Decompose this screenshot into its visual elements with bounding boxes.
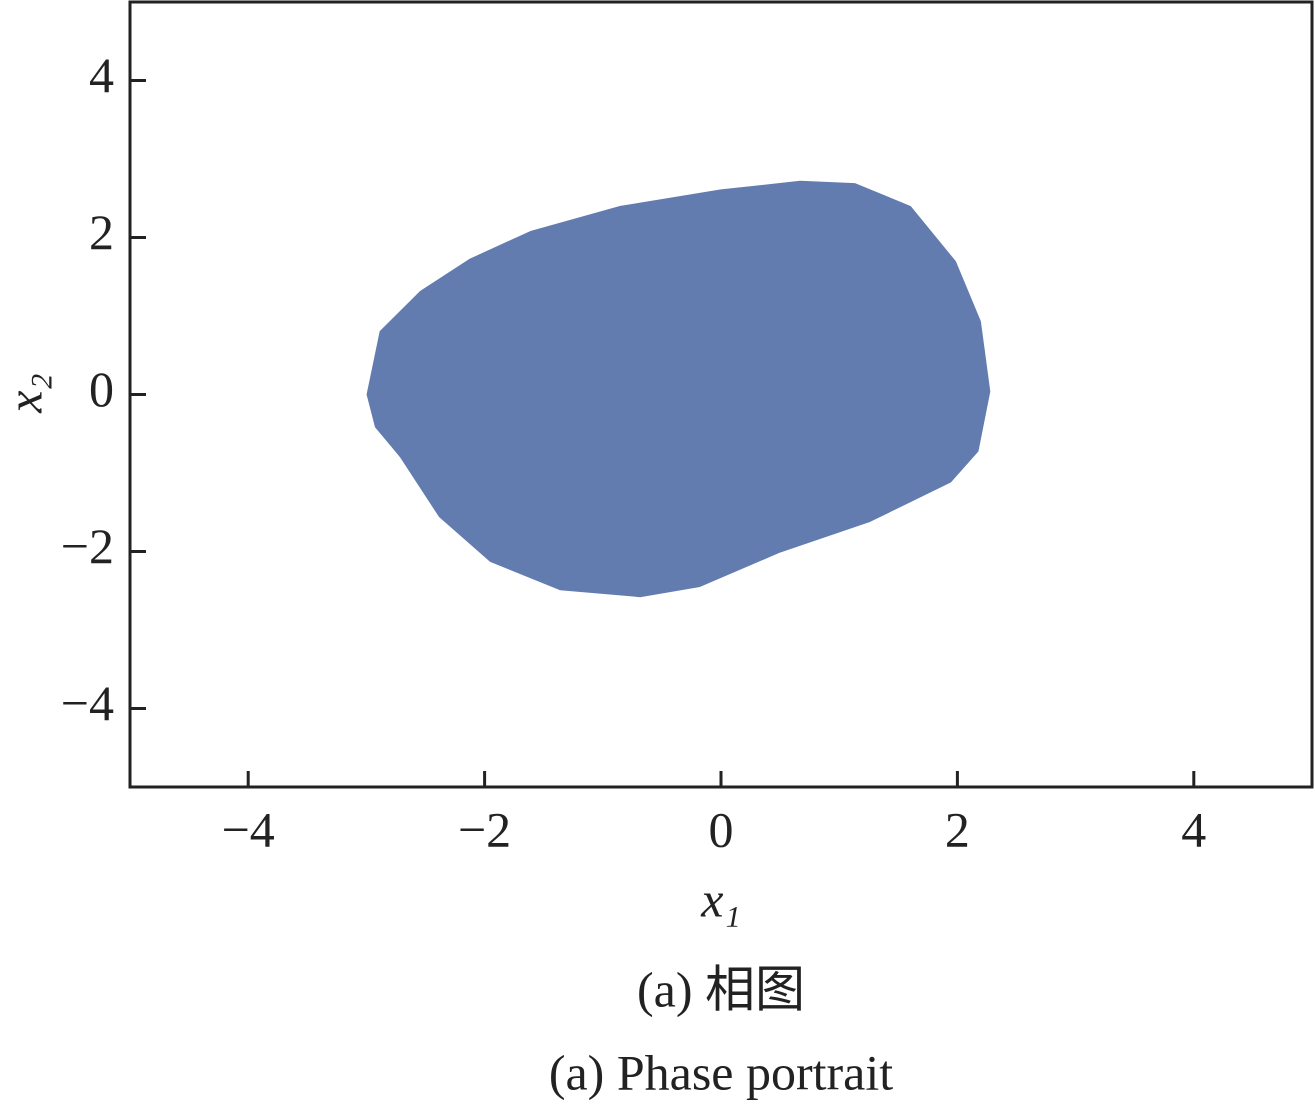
caption: (a) Phase portrait bbox=[549, 1044, 893, 1100]
x-tick-label: 2 bbox=[945, 801, 970, 857]
phase-region bbox=[366, 180, 991, 598]
caption: (a) 相图 bbox=[637, 961, 805, 1017]
x-tick-label: −2 bbox=[458, 801, 511, 857]
y-tick-label: −4 bbox=[61, 675, 114, 731]
y-tick-label: −2 bbox=[61, 518, 114, 574]
y-tick-label: 4 bbox=[89, 47, 114, 103]
y-tick-label: 0 bbox=[89, 361, 114, 417]
y-axis-label: x₂ bbox=[0, 373, 52, 414]
y-tick-label: 2 bbox=[89, 204, 114, 260]
x-tick-label: −4 bbox=[222, 801, 275, 857]
x-tick-label: 4 bbox=[1181, 801, 1206, 857]
x-tick-label: 0 bbox=[709, 801, 734, 857]
x-axis-label: x₁ bbox=[700, 871, 741, 927]
